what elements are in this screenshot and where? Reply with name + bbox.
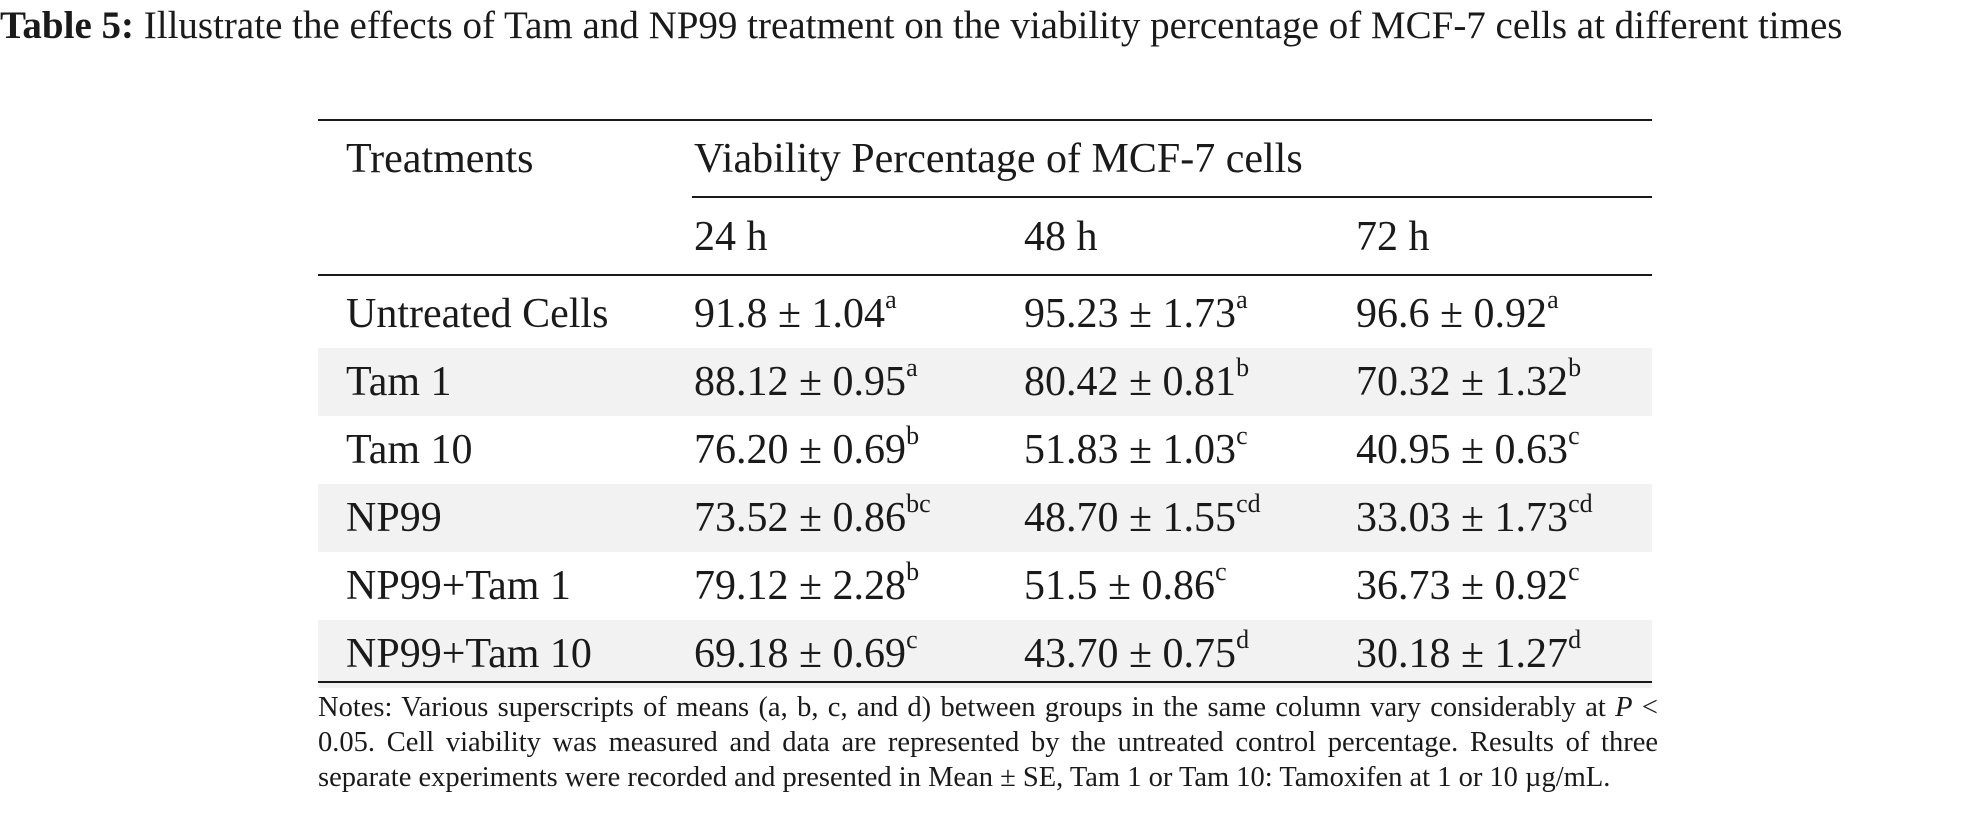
significance-superscript: a [1547, 285, 1559, 314]
mean-se: 30.18 ± 1.27 [1356, 631, 1569, 677]
viability-value: 43.70 ± 0.75d [1024, 620, 1249, 688]
significance-superscript: b [906, 421, 920, 450]
significance-superscript: c [1236, 421, 1248, 450]
notes-part1: Notes: Various superscripts of means (a,… [318, 692, 1616, 723]
viability-value: 95.23 ± 1.73a [1024, 280, 1248, 348]
significance-superscript: d [1568, 625, 1582, 654]
treatment-name: NP99+Tam 1 [346, 563, 571, 609]
header-group-rule [692, 196, 1652, 198]
header-24h: 24 h [694, 214, 768, 260]
viability-value: 30.18 ± 1.27d [1356, 620, 1581, 688]
significance-superscript: c [1568, 557, 1580, 586]
mean-se: 79.12 ± 2.28 [694, 563, 907, 609]
viability-value: 51.83 ± 1.03c [1024, 416, 1248, 484]
table-top-rule [318, 119, 1652, 121]
header-48h: 48 h [1024, 214, 1098, 260]
mean-se: 33.03 ± 1.73 [1356, 495, 1569, 541]
viability-value: 80.42 ± 0.81b [1024, 348, 1249, 416]
significance-superscript: a [1236, 285, 1248, 314]
significance-superscript: a [906, 353, 918, 382]
mean-se: 43.70 ± 0.75 [1024, 631, 1237, 677]
mean-se: 70.32 ± 1.32 [1356, 359, 1569, 405]
notes-part2: < 0.05. Cell viability was measured and … [318, 692, 1658, 793]
mean-se: 48.70 ± 1.55 [1024, 495, 1237, 541]
significance-superscript: b [906, 557, 920, 586]
significance-superscript: b [1568, 353, 1582, 382]
significance-superscript: c [1215, 557, 1227, 586]
viability-value: 73.52 ± 0.86bc [694, 484, 931, 552]
table-row: Untreated Cells 91.8 ± 1.04a 95.23 ± 1.73a… [318, 280, 1652, 348]
significance-superscript: bc [906, 489, 931, 518]
mean-se: 91.8 ± 1.04 [694, 291, 886, 337]
treatment-name: NP99 [346, 495, 442, 541]
treatment-name: Tam 10 [346, 427, 473, 473]
table-row: NP99+Tam 1 79.12 ± 2.28b 51.5 ± 0.86c 36.73… [318, 552, 1652, 620]
significance-superscript: d [1236, 625, 1250, 654]
significance-superscript: a [885, 285, 897, 314]
mean-se: 73.52 ± 0.86 [694, 495, 907, 541]
table-row: NP99 73.52 ± 0.86bc 48.70 ± 1.55cd 33.03 ± … [318, 484, 1652, 552]
viability-value: 36.73 ± 0.92c [1356, 552, 1580, 620]
table-row: NP99+Tam 10 69.18 ± 0.69c 43.70 ± 0.75d 30.… [318, 620, 1652, 688]
viability-value: 79.12 ± 2.28b [694, 552, 919, 620]
mean-se: 40.95 ± 0.63 [1356, 427, 1569, 473]
viability-value: 88.12 ± 0.95a [694, 348, 918, 416]
viability-value: 69.18 ± 0.69c [694, 620, 918, 688]
caption-label: Table 5: [0, 4, 135, 47]
notes-p-symbol: P [1615, 692, 1633, 723]
viability-value: 51.5 ± 0.86c [1024, 552, 1227, 620]
mean-se: 69.18 ± 0.69 [694, 631, 907, 677]
viability-value: 76.20 ± 0.69b [694, 416, 919, 484]
viability-value: 91.8 ± 1.04a [694, 280, 897, 348]
table-row: Tam 1 88.12 ± 0.95a 80.42 ± 0.81b 70.32 ± 1… [318, 348, 1652, 416]
header-treatments: Treatments [346, 136, 534, 182]
mean-se: 51.83 ± 1.03 [1024, 427, 1237, 473]
mean-se: 96.6 ± 0.92 [1356, 291, 1548, 337]
mean-se: 88.12 ± 0.95 [694, 359, 907, 405]
caption-text: Illustrate the effects of Tam and NP99 t… [143, 4, 1843, 47]
mean-se: 51.5 ± 0.86 [1024, 563, 1216, 609]
mean-se: 80.42 ± 0.81 [1024, 359, 1237, 405]
significance-superscript: cd [1568, 489, 1593, 518]
significance-superscript: cd [1236, 489, 1261, 518]
table-row: Tam 10 76.20 ± 0.69b 51.83 ± 1.03c 40.95 ± … [318, 416, 1652, 484]
viability-value: 33.03 ± 1.73cd [1356, 484, 1593, 552]
header-viability-group: Viability Percentage of MCF-7 cells [694, 136, 1303, 182]
mean-se: 36.73 ± 0.92 [1356, 563, 1569, 609]
table-bottom-rule [318, 681, 1652, 683]
treatment-name: Tam 1 [346, 359, 452, 405]
mean-se: 76.20 ± 0.69 [694, 427, 907, 473]
viability-value: 40.95 ± 0.63c [1356, 416, 1580, 484]
viability-value: 96.6 ± 0.92a [1356, 280, 1559, 348]
treatment-name: NP99+Tam 10 [346, 631, 592, 677]
table-caption: Table 5: Illustrate the effects of Tam a… [0, 0, 1972, 52]
mean-se: 95.23 ± 1.73 [1024, 291, 1237, 337]
header-bottom-rule [318, 274, 1652, 276]
significance-superscript: c [906, 625, 918, 654]
significance-superscript: b [1236, 353, 1250, 382]
treatment-name: Untreated Cells [346, 291, 609, 337]
header-72h: 72 h [1356, 214, 1430, 260]
table-notes: Notes: Various superscripts of means (a,… [318, 690, 1658, 795]
viability-value: 70.32 ± 1.32b [1356, 348, 1581, 416]
significance-superscript: c [1568, 421, 1580, 450]
viability-value: 48.70 ± 1.55cd [1024, 484, 1261, 552]
